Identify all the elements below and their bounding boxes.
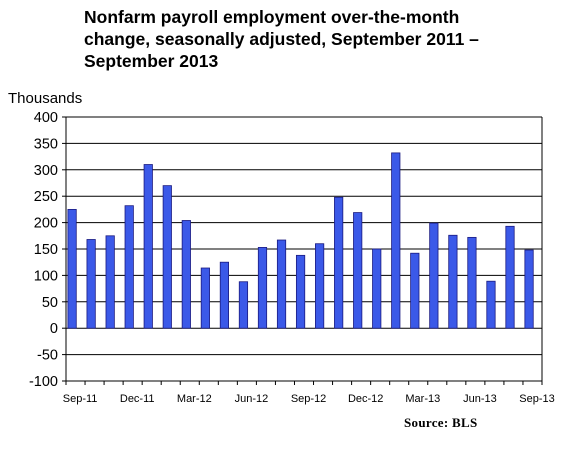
chart-title: Nonfarm payroll employment over-the-mont… <box>84 6 554 72</box>
y-tick-label: -50 <box>37 348 58 364</box>
bar-nov-12 <box>334 196 344 329</box>
bar-jul-13 <box>486 280 496 329</box>
x-tick-label: Sep-11 <box>63 393 98 405</box>
bar-feb-13 <box>391 152 401 329</box>
bar-jun-13 <box>467 236 477 329</box>
bar-dec-11 <box>124 205 134 329</box>
x-tick-label: Sep-12 <box>291 393 326 405</box>
bar-nov-11 <box>105 235 115 329</box>
bar-aug-12 <box>276 239 287 329</box>
y-tick-label: 200 <box>34 216 58 232</box>
bar-mar-12 <box>181 220 191 329</box>
x-tick-label: Mar-12 <box>177 393 212 405</box>
bar-jun-12 <box>238 281 249 329</box>
y-tick-label: 350 <box>34 136 58 152</box>
bar-oct-11 <box>86 239 96 329</box>
x-tick-label: Jun-12 <box>235 393 269 405</box>
chart-title-line-3: September 2013 <box>84 51 219 71</box>
chart-title-line-1: Nonfarm payroll employment over-the-mont… <box>84 7 460 27</box>
y-tick-label: 400 <box>34 110 58 126</box>
y-tick-label: 0 <box>50 321 58 337</box>
bar-mar-13 <box>410 252 420 329</box>
x-tick-label: Dec-12 <box>348 393 383 405</box>
bars <box>67 152 534 329</box>
x-tick-label: Jun-13 <box>463 393 497 405</box>
y-tick-label: 250 <box>34 189 58 205</box>
bar-apr-13 <box>429 222 439 329</box>
y-tick-label: -100 <box>29 374 58 390</box>
bar-may-12 <box>219 261 230 329</box>
bar-may-13 <box>448 234 458 329</box>
bar-feb-12 <box>162 185 172 329</box>
chart-title-line-2: change, seasonally adjusted, September 2… <box>84 29 479 49</box>
x-tick-label: Sep-13 <box>519 393 554 405</box>
bar-apr-12 <box>200 267 210 329</box>
x-axis-ticks: Sep-11 Dec-11 Mar-12 Jun-12 Sep-12 Dec-12 Mar-… <box>63 381 555 405</box>
y-tick-label: 150 <box>34 242 58 258</box>
y-tick-label: 50 <box>42 295 58 311</box>
bar-jan-13 <box>372 248 382 329</box>
y-tick-label: 300 <box>34 163 58 179</box>
bar-aug-13 <box>505 225 515 329</box>
bar-dec-12 <box>353 212 363 329</box>
y-axis-ticks: 400 350 300 250 200 150 100 50 0 -50 -100 <box>29 110 66 390</box>
source-note: Source: BLS <box>404 415 478 430</box>
bar-jul-12 <box>257 247 268 329</box>
x-tick-label: Mar-13 <box>405 393 440 405</box>
bar-jan-12 <box>143 164 153 329</box>
y-axis-unit-label: Thousands <box>8 90 83 107</box>
bar-sep-12 <box>295 254 306 329</box>
x-tick-label: Dec-11 <box>120 393 155 405</box>
bar-sep-13 <box>524 249 534 329</box>
y-tick-label: 100 <box>34 268 58 284</box>
bar-sep-11 <box>67 208 77 329</box>
bar-oct-12 <box>315 243 325 329</box>
